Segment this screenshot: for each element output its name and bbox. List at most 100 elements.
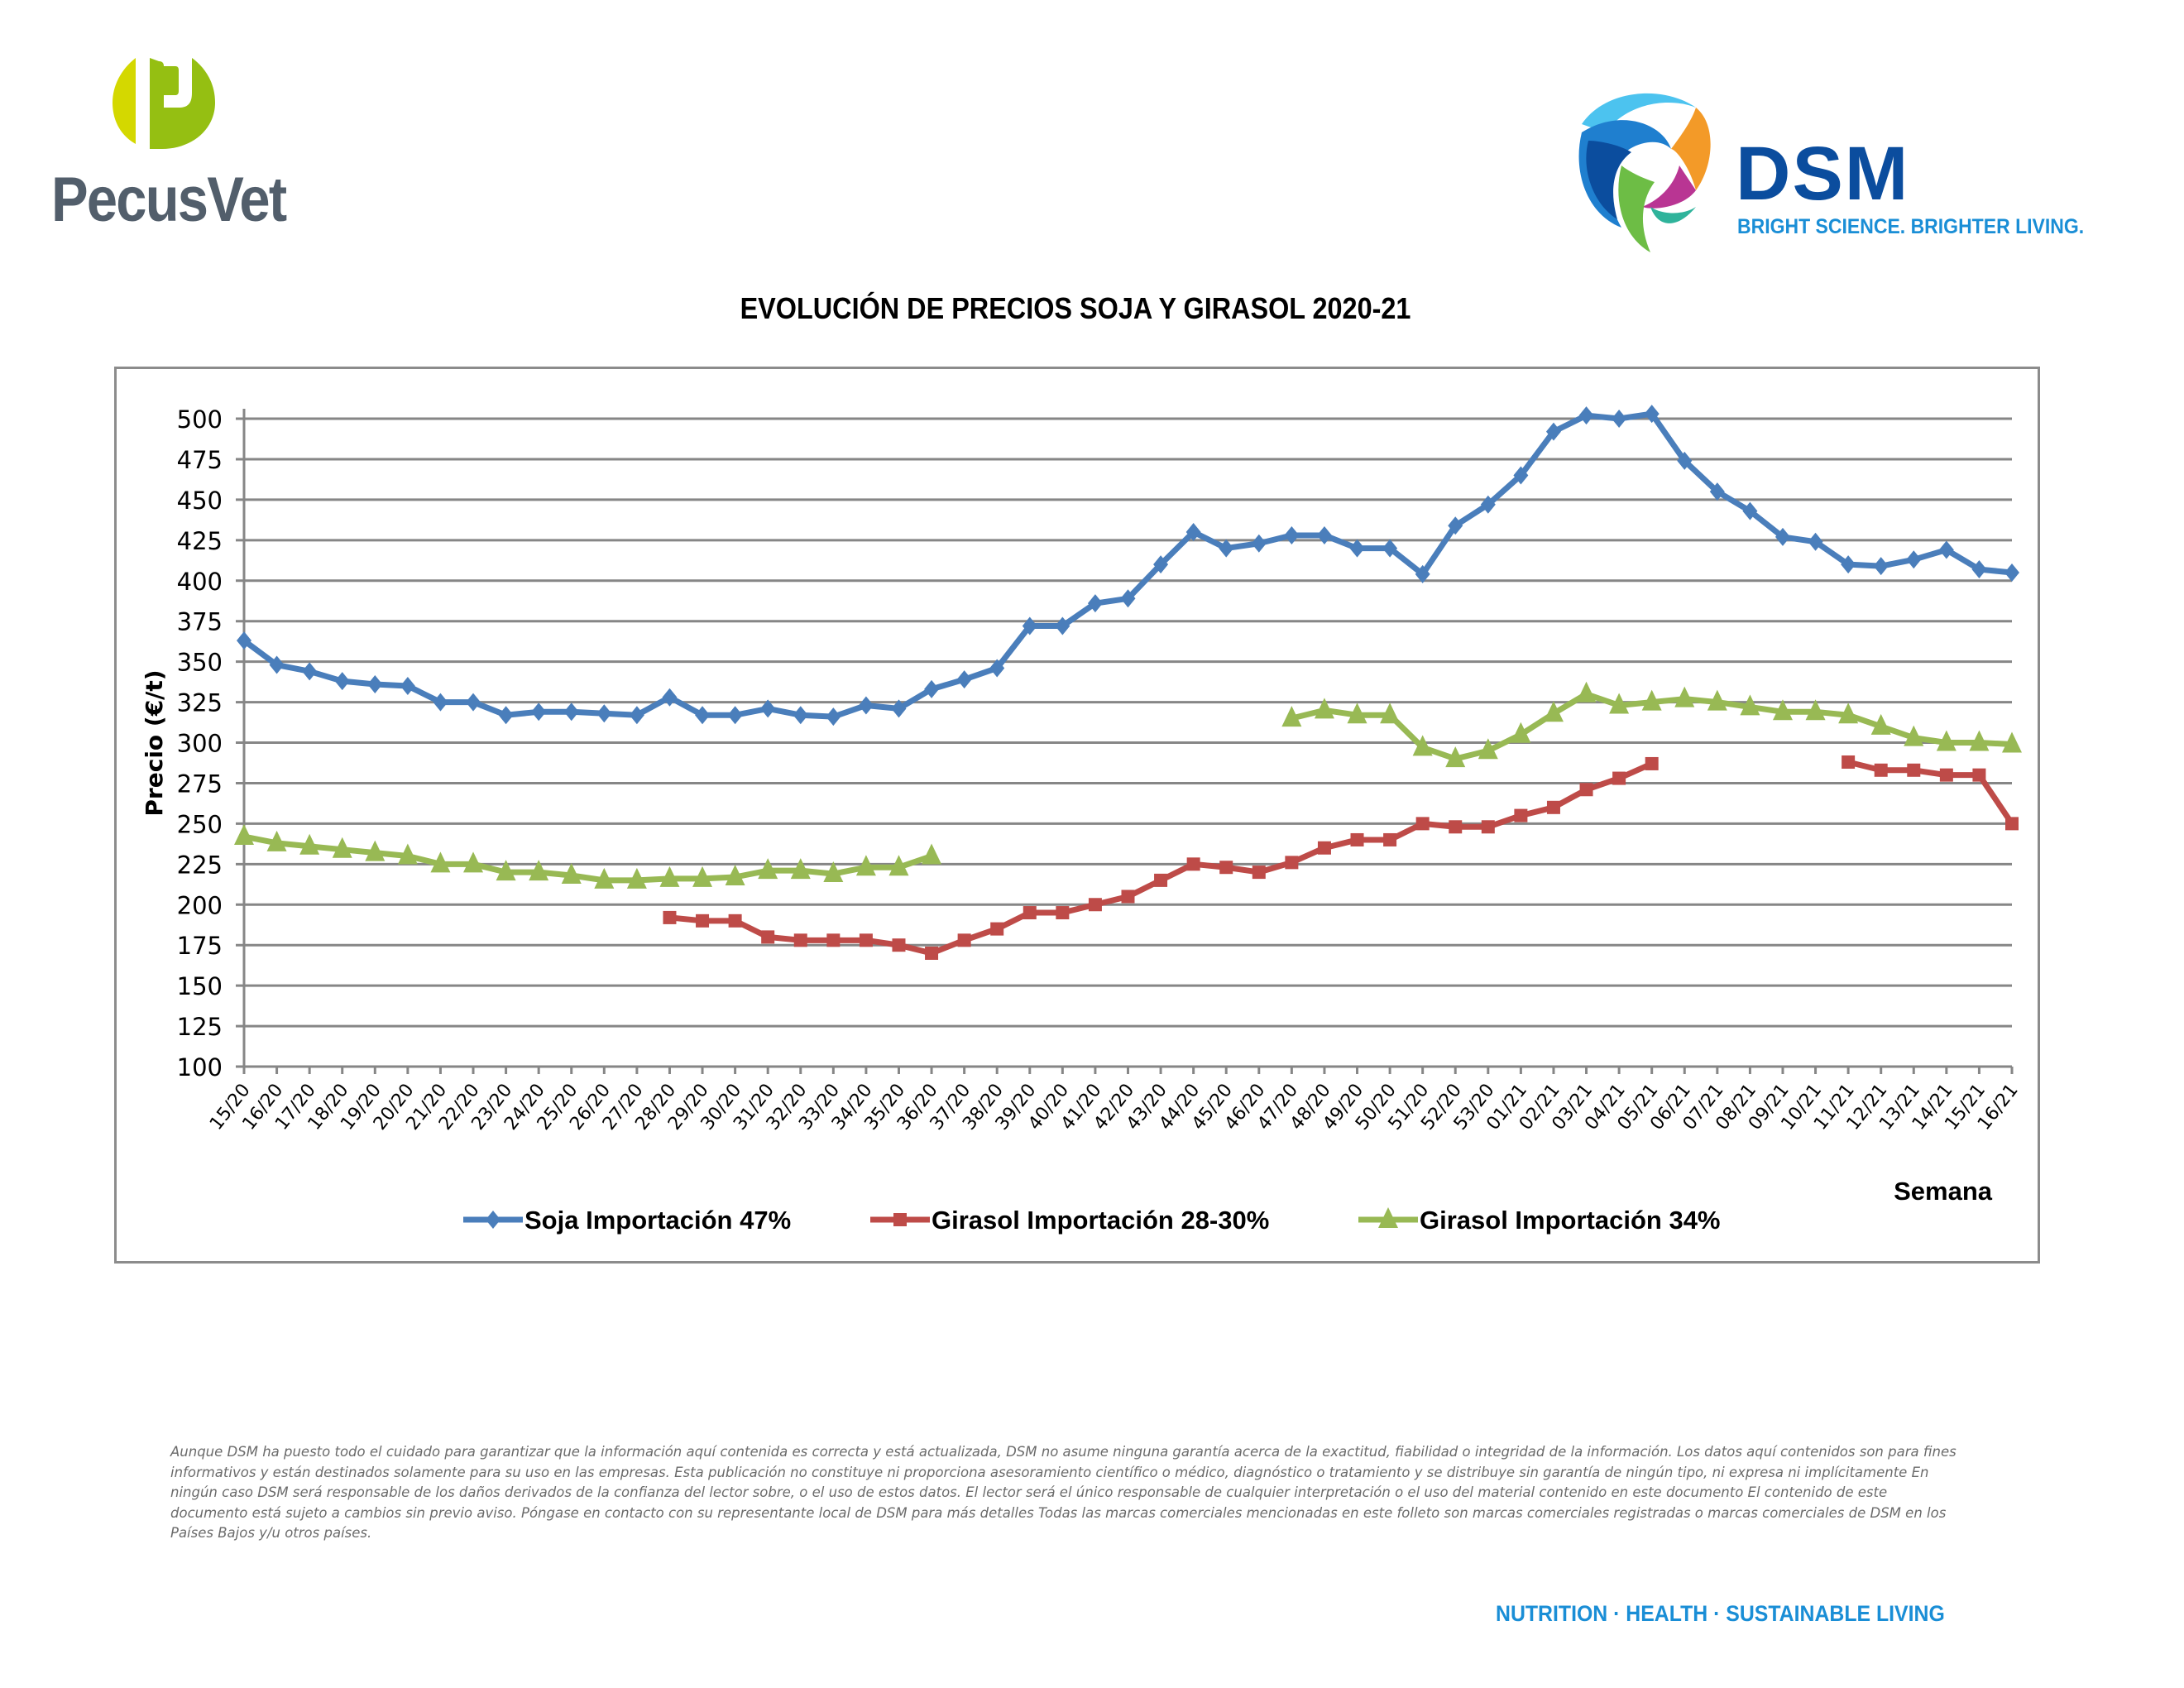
data-point-square — [1088, 898, 1102, 912]
data-point-triangle — [1936, 730, 1956, 751]
data-point-diamond — [760, 699, 776, 718]
data-point-diamond — [1612, 410, 1627, 428]
data-point-square — [1415, 817, 1430, 831]
data-point-square — [1056, 906, 1070, 920]
series-3 — [234, 681, 2022, 889]
y-tick-label: 450 — [177, 487, 223, 515]
data-point-triangle — [1805, 699, 1826, 721]
data-point-diamond — [793, 706, 808, 725]
data-point-triangle — [299, 833, 320, 855]
data-point-triangle — [463, 851, 484, 873]
data-point-diamond — [1906, 550, 1922, 569]
series — [234, 405, 2022, 960]
data-point-diamond — [989, 659, 1005, 678]
data-point-triangle — [888, 855, 909, 876]
data-point-square — [1645, 756, 1659, 770]
data-point-triangle — [594, 867, 615, 889]
data-point-square — [1514, 808, 1528, 822]
data-point-diamond — [269, 655, 285, 674]
data-point-square — [1023, 906, 1037, 920]
data-point-diamond — [1415, 564, 1430, 583]
data-point-triangle — [365, 840, 386, 861]
data-point-triangle — [692, 866, 713, 887]
data-point-triangle — [823, 861, 844, 883]
y-tick-label: 375 — [177, 608, 223, 636]
data-point-square — [1449, 820, 1463, 834]
data-point-diamond — [302, 662, 318, 681]
data-point-diamond — [1382, 539, 1398, 558]
chart-title: EVOLUCIÓN DE PRECIOS SOJA Y GIRASOL 2020… — [740, 291, 1411, 325]
data-point-square — [892, 938, 906, 952]
data-point-square — [1972, 768, 1986, 782]
y-tick-label: 300 — [177, 730, 223, 758]
data-point-square — [1186, 857, 1200, 871]
data-point-diamond — [596, 704, 612, 723]
data-point-triangle — [659, 866, 680, 887]
data-point-triangle — [1378, 1207, 1398, 1228]
data-point-square — [1317, 841, 1331, 855]
data-point-square — [1874, 763, 1888, 777]
data-point-diamond — [858, 696, 874, 715]
data-point-square — [1939, 768, 1953, 782]
data-point-triangle — [1347, 703, 1367, 724]
data-point-diamond — [400, 676, 415, 695]
gridlines — [236, 417, 2012, 1068]
data-point-square — [1350, 832, 1364, 846]
data-point-diamond — [1644, 405, 1660, 424]
y-axis-title: Precio (€/t) — [141, 669, 168, 816]
data-point-square — [1285, 856, 1299, 870]
y-tick-label: 325 — [177, 689, 223, 717]
data-point-diamond — [891, 699, 907, 718]
y-tick-label: 150 — [177, 972, 223, 1000]
data-point-diamond — [1316, 525, 1332, 544]
data-point-triangle — [1740, 694, 1760, 716]
data-point-diamond — [662, 688, 678, 707]
data-point-triangle — [758, 858, 778, 880]
data-point-square — [761, 930, 775, 944]
data-point-triangle — [397, 843, 418, 865]
data-point-square — [1121, 890, 1135, 904]
data-point-square — [1154, 873, 1168, 887]
axes — [242, 409, 2014, 1074]
data-point-triangle — [529, 860, 549, 881]
data-point-diamond — [1349, 539, 1365, 558]
y-tick-label: 275 — [177, 770, 223, 798]
y-tick-label: 500 — [177, 405, 223, 434]
data-point-diamond — [1055, 616, 1070, 635]
y-tick-label: 350 — [177, 649, 223, 677]
legend: Soja Importación 47% Girasol Importación … — [463, 1206, 1721, 1235]
data-point-triangle — [1576, 681, 1597, 703]
data-point-diamond — [1480, 495, 1496, 514]
data-point-triangle — [1314, 698, 1334, 719]
series-line — [243, 833, 933, 884]
data-point-triangle — [332, 837, 352, 858]
pecusvet-p-icon — [113, 58, 215, 149]
y-tick-label: 475 — [177, 446, 223, 474]
data-point-diamond — [1873, 557, 1889, 576]
y-tick-label: 225 — [177, 851, 223, 879]
data-point-triangle — [922, 843, 942, 865]
dsm-swirl-icon — [1578, 93, 1711, 252]
disclaimer-text: Aunque DSM ha puesto todo el cuidado par… — [170, 1444, 1956, 1541]
data-point-diamond — [1185, 523, 1201, 542]
data-point-square — [1481, 820, 1495, 834]
series-2 — [663, 755, 2019, 960]
data-point-square — [696, 914, 710, 928]
data-point-diamond — [826, 707, 841, 727]
data-point-triangle — [430, 851, 451, 873]
data-point-triangle — [1478, 738, 1498, 760]
data-point-triangle — [1609, 693, 1630, 714]
series-line — [669, 760, 1654, 957]
data-point-square — [728, 914, 742, 928]
data-point-triangle — [1870, 713, 1891, 735]
data-point-diamond — [727, 706, 743, 725]
data-point-square — [893, 1213, 907, 1226]
dsm-tagline: BRIGHT SCIENCE. BRIGHTER LIVING. — [1737, 215, 2085, 238]
data-point-diamond — [1153, 555, 1169, 574]
data-point-diamond — [486, 1211, 500, 1229]
data-point-triangle — [855, 855, 876, 876]
series-line — [1847, 759, 2014, 826]
data-point-diamond — [1938, 540, 1954, 559]
data-point-square — [793, 933, 807, 947]
data-point-diamond — [1742, 501, 1758, 520]
